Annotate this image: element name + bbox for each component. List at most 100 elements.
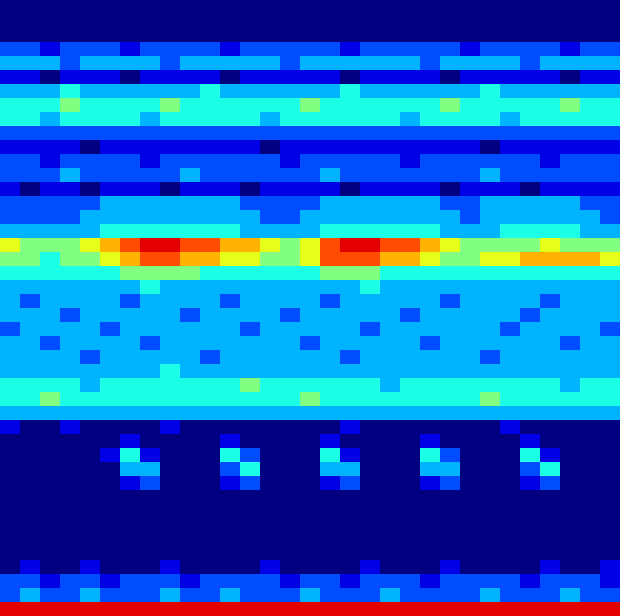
cell	[60, 588, 81, 603]
cell	[180, 378, 201, 393]
cell	[520, 126, 541, 141]
cell	[140, 210, 161, 225]
cell	[0, 574, 21, 589]
cell	[280, 266, 301, 281]
cell	[560, 546, 581, 561]
cell	[340, 112, 361, 127]
cell	[340, 14, 361, 29]
cell	[100, 350, 121, 365]
cell	[220, 294, 241, 309]
cell	[20, 140, 41, 155]
cell	[80, 196, 101, 211]
cell	[300, 42, 321, 57]
cell	[380, 294, 401, 309]
cell	[80, 546, 101, 561]
cell	[100, 266, 121, 281]
cell	[160, 70, 181, 85]
cell	[0, 448, 21, 463]
cell	[100, 490, 121, 505]
cell	[380, 140, 401, 155]
cell	[60, 434, 81, 449]
cell	[140, 322, 161, 337]
cell	[460, 336, 481, 351]
cell	[220, 140, 241, 155]
cell	[80, 154, 101, 169]
cell	[400, 196, 421, 211]
cell	[320, 98, 341, 113]
cell	[300, 308, 321, 323]
cell	[420, 574, 441, 589]
cell	[380, 532, 401, 547]
cell	[60, 280, 81, 295]
cell	[500, 518, 521, 533]
cell	[120, 70, 141, 85]
cell	[360, 196, 381, 211]
cell	[160, 350, 181, 365]
cell	[280, 308, 301, 323]
cell	[440, 140, 461, 155]
cell	[60, 532, 81, 547]
cell	[200, 238, 221, 253]
cell	[560, 308, 581, 323]
cell	[300, 560, 321, 575]
cell	[420, 462, 441, 477]
cell	[560, 168, 581, 183]
cell	[580, 182, 601, 197]
cell	[200, 140, 221, 155]
cell	[320, 378, 341, 393]
cell	[40, 588, 61, 603]
cell	[160, 588, 181, 603]
cell	[40, 98, 61, 113]
cell	[120, 336, 141, 351]
cell	[380, 490, 401, 505]
cell	[560, 224, 581, 239]
cell	[600, 70, 620, 85]
cell	[80, 126, 101, 141]
cell	[60, 98, 81, 113]
cell	[180, 154, 201, 169]
cell	[300, 280, 321, 295]
cell	[40, 14, 61, 29]
cell	[560, 210, 581, 225]
cell	[380, 392, 401, 407]
cell	[60, 252, 81, 267]
cell	[20, 420, 41, 435]
cell	[380, 350, 401, 365]
cell	[460, 560, 481, 575]
cell	[40, 560, 61, 575]
cell	[180, 406, 201, 421]
cell	[500, 182, 521, 197]
cell	[380, 252, 401, 267]
cell	[540, 490, 561, 505]
cell	[460, 266, 481, 281]
cell	[240, 350, 261, 365]
cell	[200, 70, 221, 85]
cell	[340, 322, 361, 337]
cell	[180, 448, 201, 463]
cell	[340, 140, 361, 155]
cell	[460, 154, 481, 169]
cell	[140, 336, 161, 351]
cell	[320, 518, 341, 533]
cell	[0, 560, 21, 575]
cell	[360, 252, 381, 267]
cell	[180, 588, 201, 603]
cell	[460, 224, 481, 239]
cell	[20, 378, 41, 393]
cell	[360, 126, 381, 141]
cell	[400, 434, 421, 449]
cell	[0, 238, 21, 253]
cell	[400, 168, 421, 183]
cell	[260, 504, 281, 519]
cell	[160, 168, 181, 183]
cell	[200, 168, 221, 183]
cell	[100, 336, 121, 351]
cell	[40, 252, 61, 267]
cell	[160, 126, 181, 141]
cell	[400, 42, 421, 57]
cell	[480, 154, 501, 169]
cell	[560, 574, 581, 589]
cell	[600, 462, 620, 477]
cell	[240, 182, 261, 197]
cell	[160, 42, 181, 57]
